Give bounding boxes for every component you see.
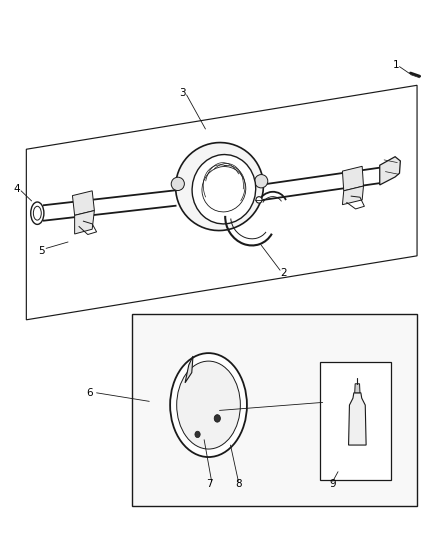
Ellipse shape	[170, 353, 246, 457]
Text: 3: 3	[178, 88, 185, 98]
Polygon shape	[348, 393, 365, 445]
Ellipse shape	[254, 174, 267, 188]
Polygon shape	[342, 166, 363, 191]
Text: 7: 7	[206, 479, 213, 489]
Ellipse shape	[194, 431, 200, 438]
Text: 8: 8	[234, 480, 241, 489]
Text: 9: 9	[328, 479, 335, 489]
Ellipse shape	[31, 202, 44, 224]
Ellipse shape	[171, 177, 184, 191]
Text: 4: 4	[13, 184, 20, 193]
Text: 6: 6	[86, 388, 93, 398]
Polygon shape	[379, 157, 399, 185]
Polygon shape	[72, 191, 94, 215]
Ellipse shape	[214, 415, 220, 422]
Polygon shape	[342, 186, 363, 205]
Ellipse shape	[33, 206, 41, 220]
Ellipse shape	[175, 142, 263, 231]
Text: 1: 1	[392, 60, 399, 70]
Ellipse shape	[176, 361, 240, 449]
Ellipse shape	[255, 197, 261, 203]
Polygon shape	[354, 384, 359, 393]
Bar	[131, 314, 416, 506]
Polygon shape	[185, 356, 193, 383]
Text: 5: 5	[38, 246, 45, 255]
Text: 2: 2	[279, 268, 286, 278]
Bar	[320, 362, 390, 480]
Ellipse shape	[192, 155, 255, 224]
Polygon shape	[74, 211, 94, 234]
